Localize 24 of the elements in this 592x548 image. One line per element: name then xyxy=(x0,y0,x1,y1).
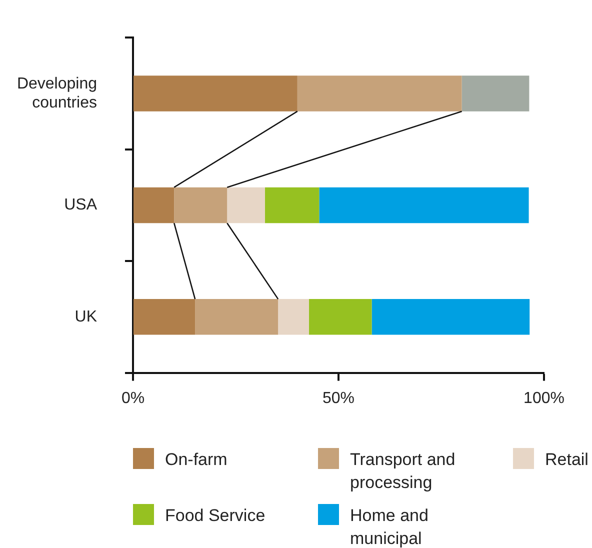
bar xyxy=(134,187,174,224)
x-tick-label: 50% xyxy=(322,390,355,407)
bar xyxy=(227,187,265,224)
bar xyxy=(134,76,298,112)
legend-label: Home and municipal xyxy=(350,505,430,548)
x-tick-label: 0% xyxy=(121,390,145,407)
legend-label: Retail xyxy=(545,449,590,471)
legend-label: Transport and processing xyxy=(350,449,456,494)
y-tick-label: UK xyxy=(74,308,98,326)
bar xyxy=(264,187,320,224)
bar xyxy=(372,299,530,335)
x-tick-label: 100% xyxy=(524,390,564,407)
bar xyxy=(297,76,462,112)
bar xyxy=(174,187,228,224)
legend-label: Food Service xyxy=(165,505,266,527)
legend-label: On-farm xyxy=(165,449,228,471)
bar xyxy=(308,299,372,335)
bar xyxy=(319,187,529,224)
bar xyxy=(278,299,309,335)
bar xyxy=(195,299,278,335)
bar xyxy=(462,76,530,112)
y-tick-label: USA xyxy=(64,196,98,214)
y-tick-label: Developing countries xyxy=(16,75,97,112)
bar xyxy=(134,299,196,335)
